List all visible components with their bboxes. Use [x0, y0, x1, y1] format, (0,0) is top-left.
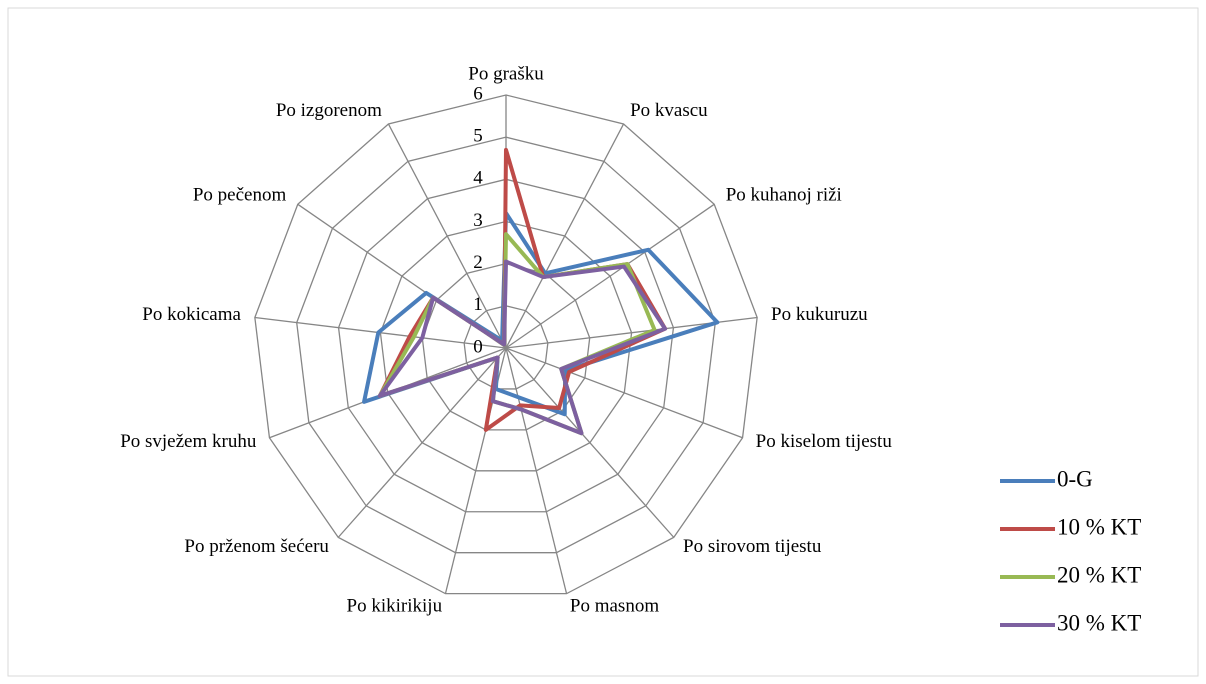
- category-label: Po sirovom tijestu: [683, 536, 822, 557]
- legend-label: 10 % KT: [1057, 514, 1141, 539]
- category-label: Po kukuruzu: [771, 304, 868, 325]
- axis-spoke: [337, 347, 507, 538]
- grid-line: [463, 305, 549, 390]
- legend-label: 20 % KT: [1057, 562, 1141, 587]
- grid-line: [254, 94, 758, 595]
- y-tick-label: 0: [473, 336, 483, 357]
- axis-spoke: [505, 123, 625, 349]
- category-label: Po kuhanoj riži: [726, 185, 842, 206]
- y-tick-label: 6: [473, 83, 483, 104]
- y-tick-label: 4: [473, 168, 483, 189]
- grid-line: [296, 136, 716, 554]
- axis-spoke: [387, 123, 507, 349]
- y-tick-label: 3: [473, 210, 483, 231]
- series-line: [362, 211, 720, 417]
- axis-spoke: [505, 347, 568, 594]
- grid-line: [337, 178, 675, 513]
- y-tick-label: 1: [473, 294, 483, 315]
- grid-line: [421, 262, 591, 431]
- series-line: [377, 259, 668, 436]
- grid-line: [379, 220, 633, 472]
- axis-spoke: [505, 347, 675, 538]
- y-tick-label: 5: [473, 126, 483, 147]
- category-label: Po pečenom: [193, 185, 287, 206]
- axis-spoke: [505, 347, 743, 439]
- category-label: Po prženom šećeru: [184, 536, 329, 557]
- category-label: Po masnom: [570, 596, 659, 617]
- category-label: Po izgorenom: [276, 100, 382, 121]
- legend-label: 30 % KT: [1057, 610, 1141, 635]
- y-tick-label: 2: [473, 252, 483, 273]
- category-label: Po kiselom tijestu: [756, 431, 893, 452]
- axis-spoke: [505, 203, 715, 349]
- category-label: Po grašku: [468, 63, 544, 84]
- category-label: Po kikirikiju: [347, 596, 443, 617]
- category-label: Po kokicama: [142, 304, 241, 325]
- category-label: Po kvascu: [630, 100, 708, 121]
- category-label: Po svježem kruhu: [120, 431, 257, 452]
- legend-label: 0-G: [1057, 466, 1093, 491]
